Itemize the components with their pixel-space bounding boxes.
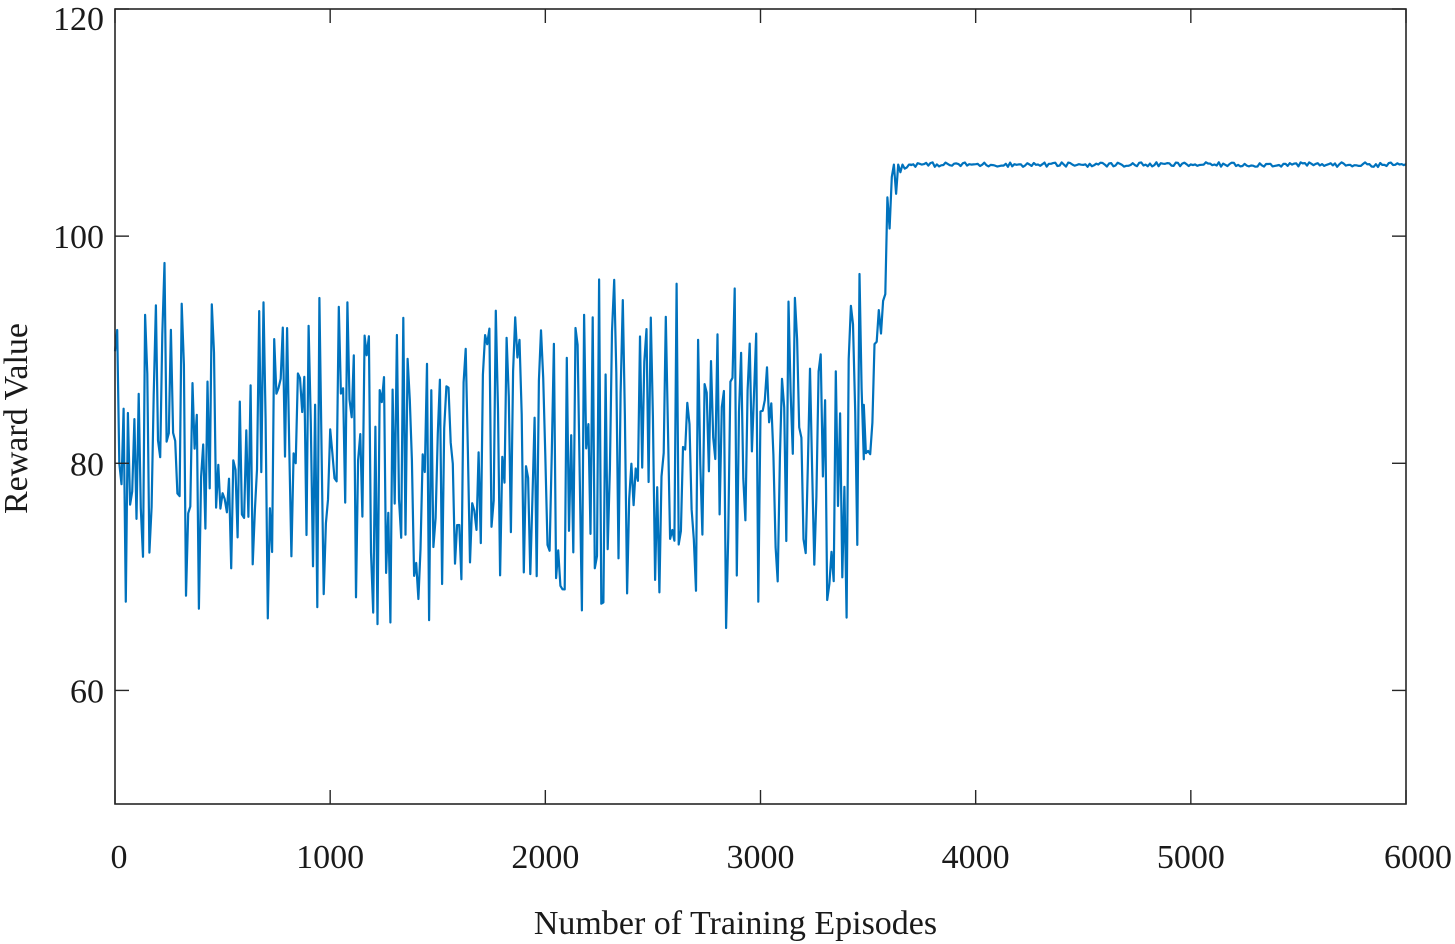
x-tick-label: 2000 [511,839,579,876]
reward-series-line [113,161,1407,630]
y-tick-label: 120 [53,1,104,38]
x-tick-label: 3000 [727,839,795,876]
x-axis-tick-labels: 0 1000 2000 3000 4000 5000 6000 [111,839,1453,876]
x-tick-label: 1000 [296,839,364,876]
x-tick-label: 4000 [942,839,1010,876]
y-axis-ticks [115,8,1406,692]
y-tick-label: 100 [53,219,104,256]
x-axis-ticks [114,9,1407,804]
x-tick-label: 0 [111,839,128,876]
y-axis-tick-labels: 60 80 100 120 [53,1,104,710]
y-tick-label: 80 [70,446,104,483]
y-axis-label: Reward Value [0,323,35,514]
x-tick-label: 5000 [1157,839,1225,876]
x-axis-label: Number of Training Episodes [534,905,937,942]
series-layer [113,161,1407,630]
y-tick-label: 60 [70,673,104,710]
x-tick-label: 6000 [1384,839,1452,876]
